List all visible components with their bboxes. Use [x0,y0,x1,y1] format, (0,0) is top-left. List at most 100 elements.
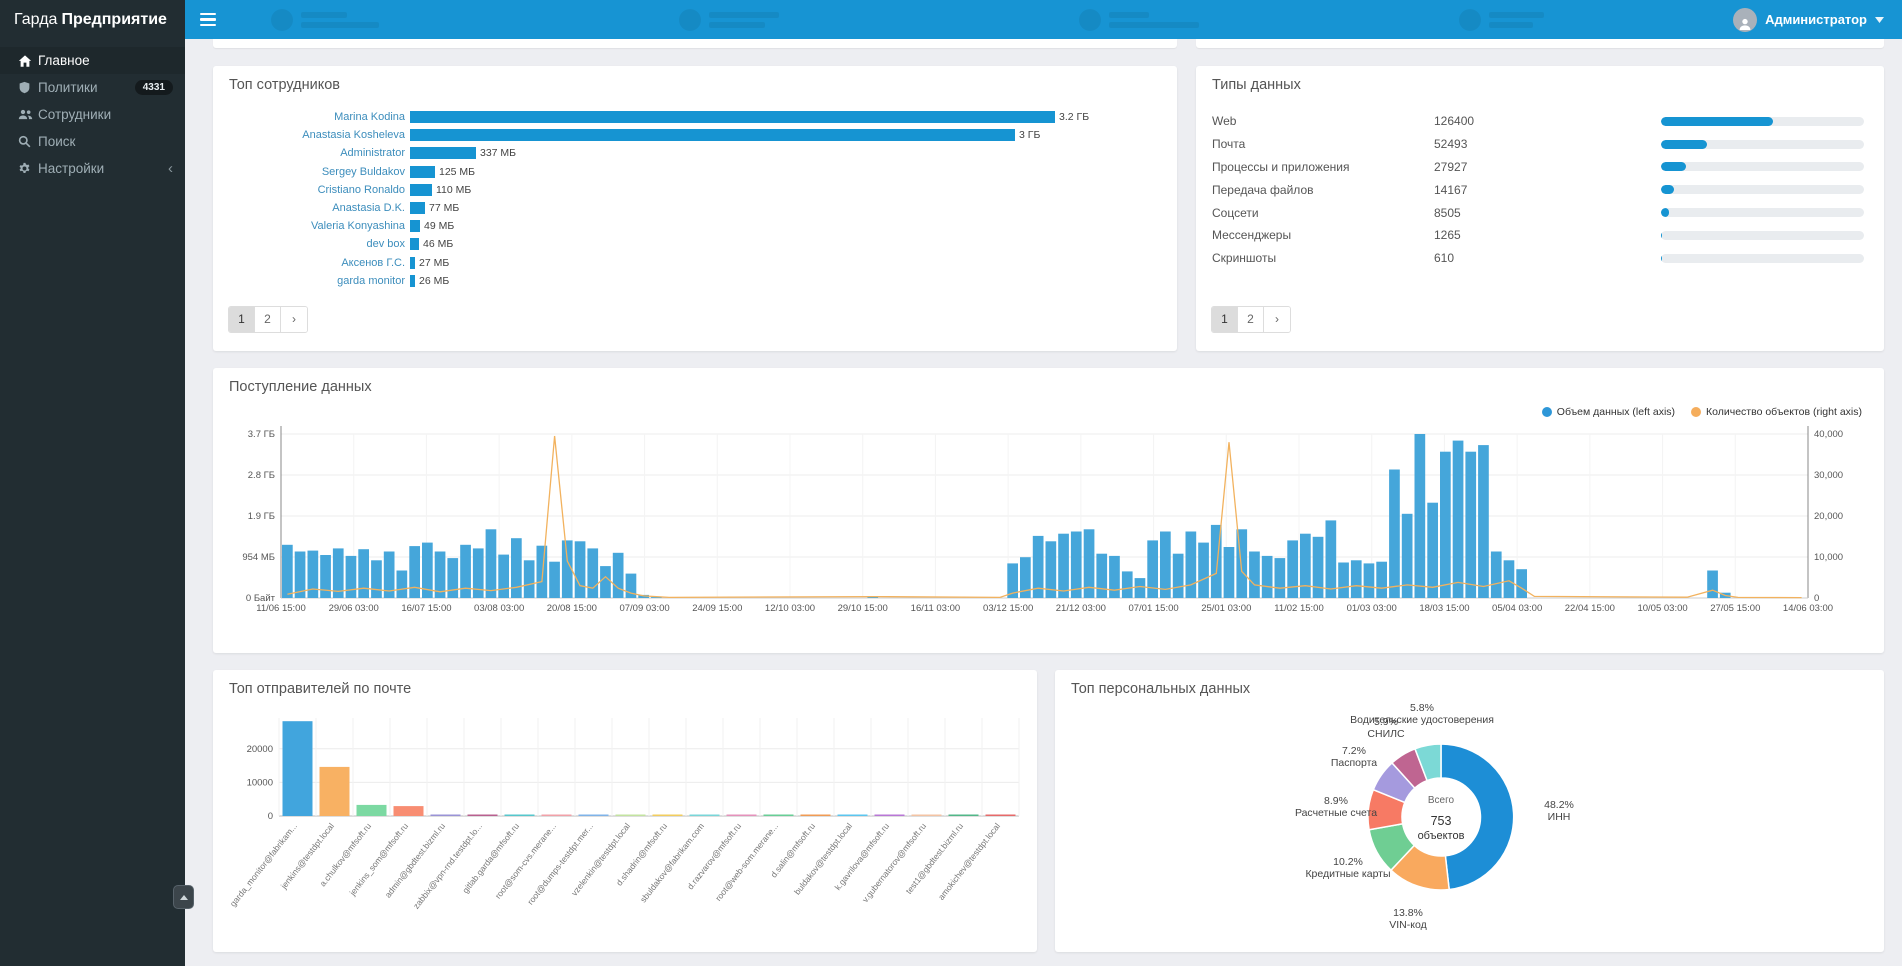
hamburger-menu-button[interactable] [185,0,231,39]
volume-bar[interactable] [625,573,637,598]
employee-name[interactable]: garda monitor [337,274,405,287]
volume-bar[interactable] [1172,553,1184,598]
employee-bar[interactable] [410,256,415,269]
employee-name[interactable]: Аксенов Г.С. [341,256,405,269]
volume-bar[interactable] [511,538,522,598]
sender-bar[interactable] [541,814,572,817]
volume-bar[interactable] [1452,440,1464,598]
employee-name[interactable]: dev box [366,238,405,251]
volume-bar[interactable] [320,555,331,598]
volume-bar[interactable] [1083,529,1095,598]
employee-bar[interactable] [410,147,476,160]
employee-bar[interactable] [410,129,1015,142]
volume-bar[interactable] [358,549,369,598]
volume-bar[interactable] [651,597,662,598]
volume-bar[interactable] [1376,561,1387,598]
volume-bar[interactable] [1236,529,1248,598]
sender-bar[interactable] [393,806,424,816]
employee-name[interactable]: Sergey Buldakov [321,165,405,178]
volume-bar[interactable] [1516,569,1527,598]
employee-bar[interactable] [410,111,1055,124]
sender-bar[interactable] [282,721,313,816]
employee-bar[interactable] [410,165,435,178]
volume-bar[interactable] [574,541,586,598]
volume-bar[interactable] [1490,551,1502,599]
employee-name[interactable]: Valeria Konyashina [311,220,405,233]
volume-bar[interactable] [1350,560,1362,598]
sidebar-item-home[interactable]: Главное [0,47,185,74]
volume-bar[interactable] [434,551,446,599]
sender-bar[interactable] [356,804,387,816]
sender-bar[interactable] [652,814,683,817]
volume-bar[interactable] [307,550,319,598]
volume-bar[interactable] [1707,570,1718,599]
volume-bar[interactable] [1134,578,1146,598]
volume-bar[interactable] [282,544,293,598]
sender-bar[interactable] [689,814,720,817]
volume-bar[interactable] [1223,547,1235,598]
sidebar-item-search[interactable]: Поиск [0,128,185,155]
volume-bar[interactable] [1045,541,1057,598]
employee-bar[interactable] [410,238,419,251]
volume-bar[interactable] [294,551,306,599]
legend-item[interactable]: Объем данных (left axis) [1541,406,1675,418]
sender-bar[interactable] [578,814,609,817]
sidebar-item-gear[interactable]: Настройки ‹ [0,155,185,182]
volume-bar[interactable] [1440,451,1451,598]
volume-bar[interactable] [1070,531,1082,599]
volume-bar[interactable] [1109,555,1120,598]
volume-bar[interactable] [587,548,599,598]
sender-bar[interactable] [874,814,905,817]
volume-bar[interactable] [345,555,357,598]
volume-bar[interactable] [523,560,535,598]
sender-bar[interactable] [948,814,979,817]
user-menu[interactable]: Администратор [1715,0,1902,39]
volume-bar[interactable] [371,560,382,598]
sender-bar[interactable] [837,814,868,817]
volume-bar[interactable] [1020,557,1031,598]
pager-page-2[interactable]: 2 [1238,307,1264,332]
volume-bar[interactable] [1338,562,1349,599]
volume-bar[interactable] [1007,563,1018,598]
scroll-top-button[interactable] [173,885,194,909]
volume-bar[interactable] [409,546,420,598]
volume-bar[interactable] [447,558,459,598]
volume-bar[interactable] [1261,555,1273,598]
employee-name[interactable]: Anastasia D.K. [332,202,405,215]
volume-bar[interactable] [383,551,395,599]
volume-bar[interactable] [1389,469,1400,599]
volume-bar[interactable] [1160,531,1171,599]
pager-page-2[interactable]: 2 [255,307,281,332]
sender-bar[interactable] [319,766,350,816]
volume-bar[interactable] [1198,542,1209,598]
volume-bar[interactable] [1363,563,1375,598]
volume-bar[interactable] [1121,571,1133,598]
volume-bar[interactable] [1300,533,1311,598]
volume-bar[interactable] [1096,553,1108,598]
volume-bar[interactable] [536,545,548,598]
sender-bar[interactable] [911,814,942,817]
employee-name[interactable]: Marina Kodina [334,111,405,124]
volume-bar[interactable] [1185,531,1197,599]
volume-bar[interactable] [422,542,433,598]
volume-bar[interactable] [612,552,624,598]
sender-bar[interactable] [985,814,1016,817]
employee-bar[interactable] [410,220,420,233]
volume-bar[interactable] [1147,540,1158,598]
volume-bar[interactable] [1249,551,1260,599]
sender-bar[interactable] [763,814,794,817]
sender-bar[interactable] [504,814,535,817]
volume-bar[interactable] [1325,520,1337,598]
volume-bar[interactable] [549,561,560,598]
volume-bar[interactable] [1465,451,1477,598]
sidebar-item-shield[interactable]: Политики 4331 [0,74,185,101]
app-logo[interactable]: Гарда Предприятие [0,0,185,39]
sender-bar[interactable] [800,814,831,817]
sender-bar[interactable] [726,814,757,817]
pager-page-1[interactable]: 1 [1212,307,1238,332]
volume-bar[interactable] [485,529,497,598]
sender-bar[interactable] [467,814,498,817]
volume-bar[interactable] [1032,535,1044,598]
volume-bar[interactable] [472,548,484,598]
volume-bar[interactable] [460,544,471,598]
